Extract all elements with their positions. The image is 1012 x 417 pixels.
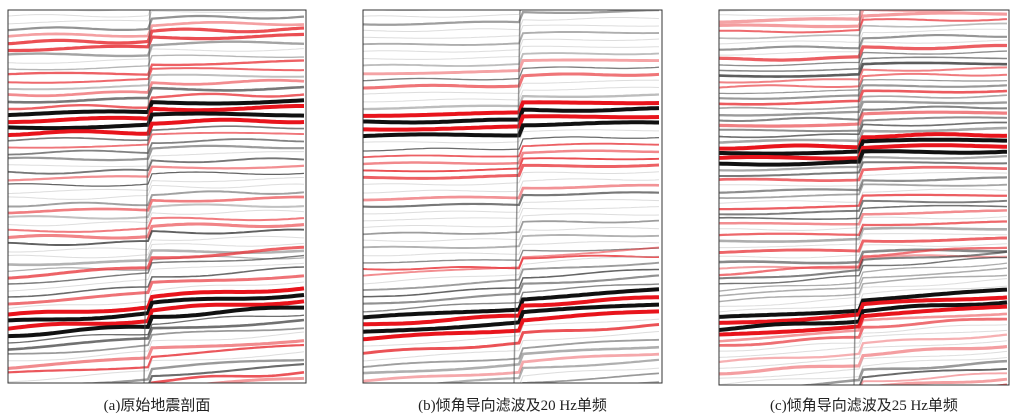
reflector — [363, 39, 659, 52]
reflector — [363, 158, 659, 171]
page: (a)原始地震剖面 (b)倾角导向滤波及20 Hz单频 (c)倾角导向滤波及25… — [0, 0, 1012, 417]
reflector — [719, 0, 1007, 5]
reflector — [719, 0, 1007, 11]
reflector — [363, 228, 659, 242]
reflector — [363, 207, 659, 221]
reflector — [363, 0, 659, 11]
figure — [0, 0, 1012, 417]
seismic-panel — [719, 0, 1007, 417]
reflector — [363, 60, 659, 74]
reflector — [363, 46, 659, 59]
seismic-panel — [8, 0, 304, 417]
reflector — [363, 242, 659, 256]
reflector — [8, 10, 304, 24]
caption: (c)倾角导向滤波及25 Hz单频 — [719, 394, 1009, 415]
reflector — [8, 0, 304, 11]
reflector — [363, 0, 659, 3]
caption: (b)倾角导向滤波及20 Hz单频 — [363, 394, 662, 415]
reflector — [8, 0, 304, 5]
reflector — [363, 87, 659, 102]
seismic-panel — [363, 0, 659, 417]
caption: (a)原始地震剖面 — [8, 394, 306, 415]
reflector — [363, 214, 659, 228]
